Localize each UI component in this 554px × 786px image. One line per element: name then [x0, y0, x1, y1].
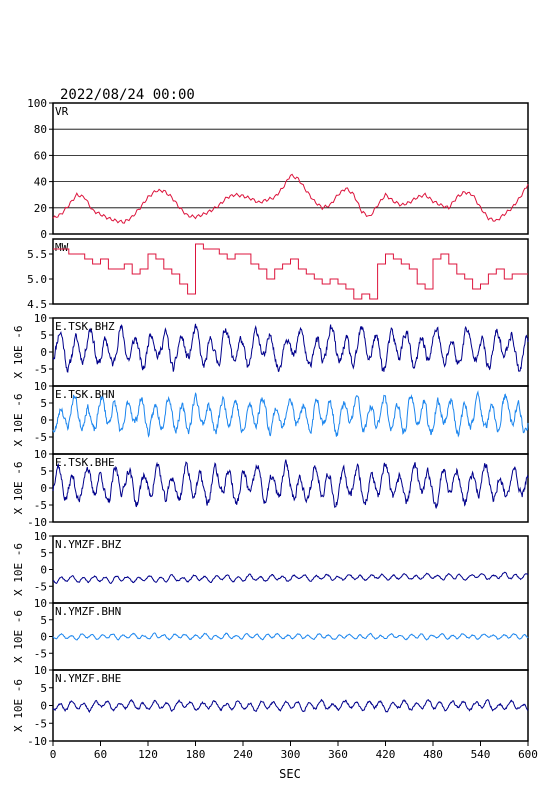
x-tick-label: 420 — [376, 748, 396, 761]
y-tick-label: 0 — [40, 414, 47, 427]
panel-frame-5 — [52, 535, 529, 604]
series-line-N.YMZF.BHN — [52, 632, 529, 641]
y-tick-label: 0 — [40, 228, 47, 241]
unit-label: X 10E -6 — [12, 326, 25, 379]
x-tick-label: 540 — [471, 748, 491, 761]
x-tick-label: 600 — [518, 748, 538, 761]
panel-label: N.YMZF.BHN — [55, 605, 121, 618]
panels-group: 020406080100VR4.55.05.5MW-50510E.TSK.BHZ… — [12, 97, 538, 761]
panel-label: N.YMZF.BHE — [55, 672, 121, 685]
unit-label: X 10E -6 — [12, 394, 25, 447]
x-tick-label: 300 — [281, 748, 301, 761]
x-tick-label: 120 — [138, 748, 158, 761]
panel-frame-2 — [52, 317, 529, 387]
panel-frame-1 — [52, 238, 529, 305]
x-tick-label: 0 — [50, 748, 57, 761]
y-tick-label: 5 — [40, 329, 47, 342]
y-tick-label: 5 — [40, 614, 47, 627]
y-tick-label: -5 — [34, 499, 47, 512]
x-tick-label: 60 — [94, 748, 107, 761]
y-tick-label: -5 — [34, 717, 47, 730]
y-tick-label: 10 — [34, 597, 47, 610]
y-tick-label: 40 — [34, 176, 47, 189]
unit-label: X 10E -6 — [12, 543, 25, 596]
y-tick-label: 80 — [34, 123, 47, 136]
y-tick-label: -5 — [34, 363, 47, 376]
series-line-E.TSK.BHE — [52, 459, 529, 509]
panel-label: VR — [55, 105, 69, 118]
panel-label: N.YMZF.BHZ — [55, 538, 122, 551]
x-tick-label: 240 — [233, 748, 253, 761]
unit-label: X 10E -6 — [12, 610, 25, 663]
y-tick-label: 0 — [40, 631, 47, 644]
x-axis-label: SEC — [279, 767, 301, 781]
series-line-E.TSK.BHN — [52, 390, 529, 438]
y-tick-label: 0 — [40, 564, 47, 577]
x-tick-label: 480 — [423, 748, 443, 761]
panel-frame-0 — [52, 102, 529, 235]
series-line-N.YMZF.BHE — [52, 698, 529, 714]
panel-label: E.TSK.BHE — [55, 456, 115, 469]
y-tick-label: 10 — [34, 380, 47, 393]
y-tick-label: -10 — [27, 516, 47, 529]
y-tick-label: 0 — [40, 482, 47, 495]
y-tick-label: 10 — [34, 530, 47, 543]
y-tick-label: 5 — [40, 547, 47, 560]
y-tick-label: 5 — [40, 465, 47, 478]
y-tick-label: 4.5 — [27, 298, 47, 311]
series-line-VR — [52, 173, 529, 224]
y-tick-label: 60 — [34, 149, 47, 162]
y-tick-label: 0 — [40, 346, 47, 359]
x-tick-label: 180 — [186, 748, 206, 761]
panel-label: E.TSK.BHZ — [55, 320, 115, 333]
unit-label: X 10E -6 — [12, 679, 25, 732]
series-line-N.YMZF.BHZ — [53, 571, 529, 584]
series-line-E.TSK.BHZ — [52, 323, 529, 373]
unit-label: X 10E -6 — [12, 462, 25, 515]
y-tick-label: -5 — [34, 431, 47, 444]
panel-label: MW — [55, 241, 69, 254]
series-line-MW — [53, 243, 528, 300]
y-tick-label: 0 — [40, 700, 47, 713]
datetime-header: 2022/08/24 00:00 — [60, 87, 195, 103]
y-tick-label: 100 — [27, 97, 47, 110]
y-tick-label: -5 — [34, 647, 47, 660]
y-tick-label: 5 — [40, 397, 47, 410]
y-tick-label: 10 — [34, 664, 47, 677]
y-tick-label: 5.0 — [27, 273, 47, 286]
y-tick-label: 10 — [34, 448, 47, 461]
y-tick-label: -5 — [34, 580, 47, 593]
y-tick-label: 5 — [40, 682, 47, 695]
panel-label: E.TSK.BHN — [55, 388, 115, 401]
panel-frame-4 — [52, 453, 529, 523]
y-tick-label: 5.5 — [27, 248, 47, 261]
x-tick-label: 360 — [328, 748, 348, 761]
y-tick-label: 20 — [34, 202, 47, 215]
y-tick-label: 10 — [34, 312, 47, 325]
y-tick-label: -10 — [27, 735, 47, 748]
